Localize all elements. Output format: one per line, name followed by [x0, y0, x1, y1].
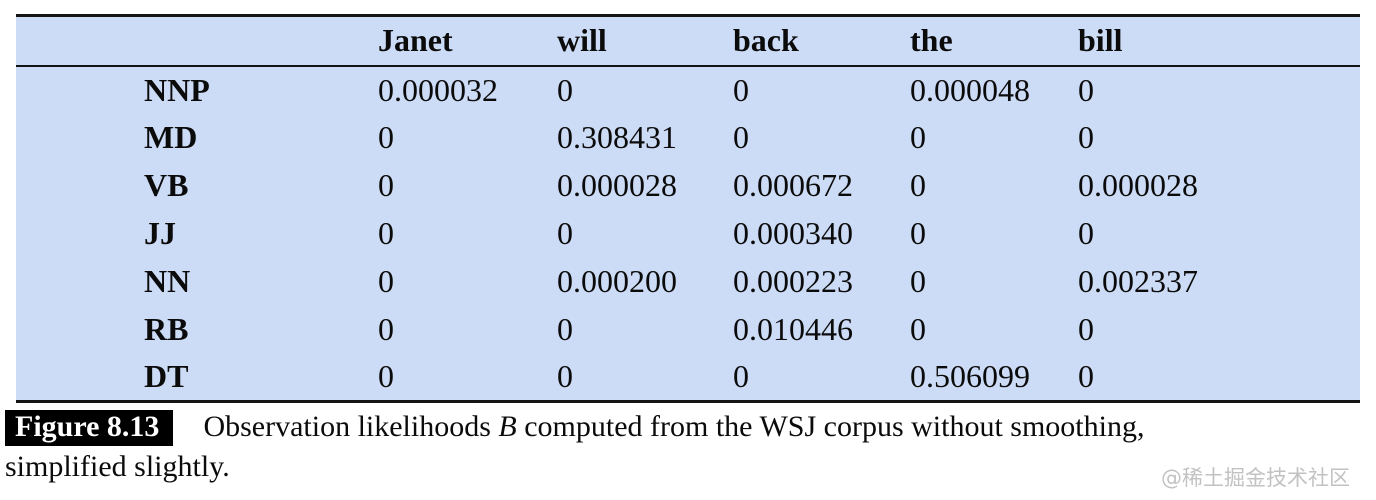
caption-math-symbol: B — [498, 410, 517, 443]
cell: 0 — [378, 358, 394, 395]
cell: 0 — [733, 119, 749, 155]
cell: 0 — [1078, 311, 1094, 347]
cell: 0.308431 — [557, 119, 677, 155]
cell: 0 — [557, 71, 573, 108]
cell: 0.000028 — [1078, 167, 1198, 203]
col-header-back: back — [733, 15, 910, 67]
cell: 0.000340 — [733, 215, 853, 251]
col-header-will: will — [557, 15, 733, 67]
cell: 0 — [1078, 215, 1094, 251]
cell: 0.000048 — [910, 71, 1030, 108]
cell: 0 — [733, 71, 749, 108]
figure-number-label: Figure 8.13 — [5, 410, 174, 446]
cell: 0 — [378, 119, 394, 155]
cell: 0 — [733, 358, 749, 395]
col-header-janet: Janet — [378, 15, 557, 67]
cell: 0 — [910, 311, 926, 347]
row-label: MD — [144, 119, 198, 155]
cell: 0.000223 — [733, 263, 853, 299]
caption-text-before: Observation likelihoods — [203, 410, 499, 443]
cell: 0 — [557, 358, 573, 395]
caption-text-after: computed from the WSJ corpus without smo… — [516, 410, 1145, 443]
cell: 0.000028 — [557, 167, 677, 203]
table-row: RB 0 0 0.010446 0 0 — [16, 306, 1360, 354]
figure-caption: Figure 8.13 Observation likelihoods B com… — [5, 407, 1370, 487]
cell: 0.000032 — [378, 71, 498, 108]
table-row: DT 0 0 0 0.506099 0 — [16, 354, 1360, 402]
col-header-empty — [16, 15, 378, 67]
cell: 0 — [378, 311, 394, 347]
col-header-the: the — [910, 15, 1078, 67]
cell: 0 — [910, 263, 926, 299]
cell: 0.010446 — [733, 311, 853, 347]
cell: 0 — [910, 215, 926, 251]
row-label: DT — [144, 358, 189, 395]
watermark: @稀土掘金技术社区 — [1161, 466, 1350, 490]
cell: 0 — [557, 215, 573, 251]
cell: 0 — [1078, 119, 1094, 155]
caption-line2: simplified slightly. — [5, 450, 230, 483]
row-label: VB — [144, 167, 189, 203]
cell: 0 — [910, 119, 926, 155]
cell: 0.002337 — [1078, 263, 1198, 299]
col-header-bill: bill — [1078, 15, 1360, 67]
cell: 0 — [1078, 358, 1094, 395]
table-row: MD 0 0.308431 0 0 0 — [16, 114, 1360, 162]
row-label: NNP — [144, 71, 210, 108]
cell: 0 — [910, 167, 926, 203]
table-row: NN 0 0.000200 0.000223 0 0.002337 — [16, 258, 1360, 306]
row-label: NN — [144, 263, 191, 299]
cell: 0.506099 — [910, 358, 1030, 395]
table-row: JJ 0 0 0.000340 0 0 — [16, 210, 1360, 258]
table-row: VB 0 0.000028 0.000672 0 0.000028 — [16, 162, 1360, 210]
header-row: Janet will back the bill — [16, 15, 1360, 67]
row-label: JJ — [144, 215, 176, 251]
observation-likelihood-table: Janet will back the bill NNP 0.000032 0 … — [16, 14, 1360, 403]
cell: 0 — [1078, 71, 1094, 108]
table-row: NNP 0.000032 0 0 0.000048 0 — [16, 66, 1360, 114]
cell: 0 — [378, 167, 394, 203]
row-label: RB — [144, 311, 189, 347]
cell: 0 — [378, 263, 394, 299]
cell: 0 — [557, 311, 573, 347]
cell: 0.000672 — [733, 167, 853, 203]
cell: 0 — [378, 215, 394, 251]
cell: 0.000200 — [557, 263, 677, 299]
